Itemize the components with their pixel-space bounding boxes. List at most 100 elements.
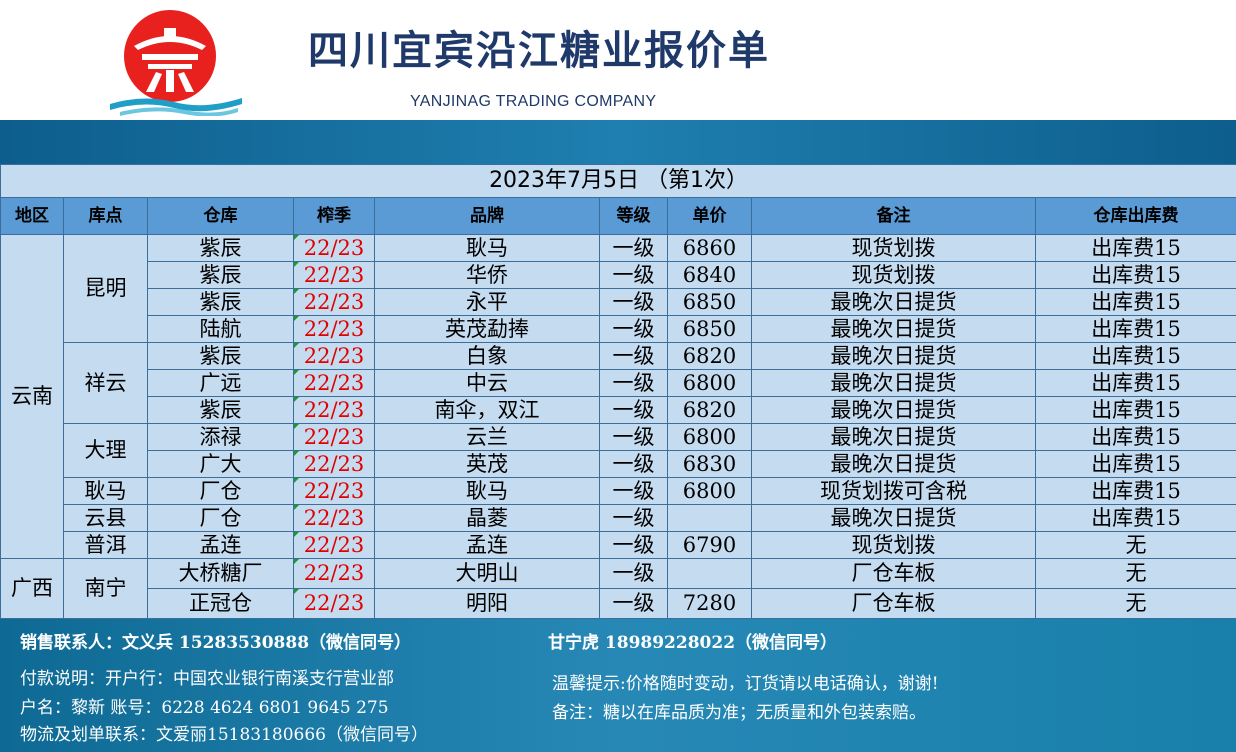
price-cell [667, 558, 752, 589]
season-cell: 22/23 [293, 234, 375, 262]
note-cell: 现货划拨可含税 [751, 477, 1036, 505]
grade-cell: 一级 [599, 342, 668, 370]
location-cell: 普洱 [63, 531, 148, 559]
col-header-brand: 品牌 [374, 197, 600, 235]
table-row: 大理 添禄 22/23 云兰 一级 6800 最晚次日提货 出库费15 [1, 423, 1236, 478]
season-cell: 22/23 [293, 396, 375, 424]
page-title: 四川宜宾沿江糖业报价单 [308, 28, 770, 74]
fee-cell: 无 [1034, 558, 1236, 589]
price-cell: 6840 [667, 261, 752, 289]
note-cell: 最晚次日提货 [751, 288, 1036, 316]
brand-cell: 英茂 [374, 450, 600, 478]
location-cell: 南宁 [63, 558, 148, 619]
fee-cell: 出库费15 [1034, 234, 1236, 262]
location-cell: 大理 [63, 423, 148, 478]
grade-cell: 一级 [599, 234, 668, 262]
grade-cell: 一级 [599, 477, 668, 505]
note-cell: 厂仓车板 [751, 588, 1036, 619]
season-cell: 22/23 [293, 450, 375, 478]
note-cell: 最晚次日提货 [751, 423, 1036, 451]
warehouse-cell: 正冠仓 [147, 588, 294, 619]
table-row: 普洱 孟连 22/23 孟连 一级 6790 现货划拨无 [1, 531, 1236, 559]
price-cell: 6800 [667, 369, 752, 397]
brand-cell: 英茂勐捧 [374, 315, 600, 343]
season-cell: 22/23 [293, 558, 375, 589]
price-cell [667, 504, 752, 532]
warehouse-cell: 广大 [147, 450, 294, 478]
fee-cell: 出库费15 [1034, 477, 1236, 505]
price-cell: 6850 [667, 288, 752, 316]
season-cell: 22/23 [293, 315, 375, 343]
brand-cell: 晶菱 [374, 504, 600, 532]
note-cell: 最晚次日提货 [751, 504, 1036, 532]
warehouse-cell: 厂仓 [147, 504, 294, 532]
logistics-contact: 物流及划单联系：文爱丽15183180666（微信同号） [20, 725, 428, 745]
grade-cell: 一级 [599, 315, 668, 343]
warehouse-cell: 紫辰 [147, 396, 294, 424]
price-cell: 6830 [667, 450, 752, 478]
col-header-note: 备注 [751, 197, 1036, 235]
col-header-warehouse: 仓库 [147, 197, 294, 235]
season-cell: 22/23 [293, 477, 375, 505]
location-cell: 昆明 [63, 234, 148, 343]
warehouse-cell: 大桥糖厂 [147, 558, 294, 589]
table-row: 陆航 22/23 英茂勐捧 一级 6850 最晚次日提货 出库费15 [1, 315, 1236, 343]
table-row: 广大 22/23 英茂 一级 6830 最晚次日提货 出库费15 [1, 450, 1236, 478]
warehouse-cell: 紫辰 [147, 261, 294, 289]
company-subtitle: YANJINAG TRADING COMPANY [410, 93, 657, 110]
warehouse-cell: 紫辰 [147, 288, 294, 316]
season-cell: 22/23 [293, 423, 375, 451]
quote-date: 2023年7月5日 （第1次） [0, 164, 1236, 198]
region-cell: 广西 [0, 558, 64, 619]
note-cell: 最晚次日提货 [751, 396, 1036, 424]
contact-footer: 销售联系人：文义兵 15283530888（微信同号） 甘宁虎 18989228… [0, 619, 1236, 752]
table-row: 紫辰 22/23 永平 一级 6850 最晚次日提货 出库费15 [1, 288, 1236, 316]
col-header-price: 单价 [667, 197, 752, 235]
fee-cell: 出库费15 [1034, 315, 1236, 343]
fee-cell: 出库费15 [1034, 423, 1236, 451]
fee-cell: 无 [1034, 531, 1236, 559]
fee-cell: 出库费15 [1034, 450, 1236, 478]
season-cell: 22/23 [293, 588, 375, 619]
price-tip: 温馨提示:价格随时变动，订货请以电话确认，谢谢! [552, 674, 939, 694]
warehouse-cell: 陆航 [147, 315, 294, 343]
fee-cell: 出库费15 [1034, 288, 1236, 316]
season-cell: 22/23 [293, 288, 375, 316]
sales-contact: 文义兵 15283530888（微信同号） [122, 633, 412, 653]
warehouse-cell: 孟连 [147, 531, 294, 559]
note-cell: 最晚次日提货 [751, 315, 1036, 343]
brand-cell: 耿马 [374, 234, 600, 262]
brand-cell: 中云 [374, 369, 600, 397]
brand-cell: 白象 [374, 342, 600, 370]
sales-label: 销售联系人： [20, 633, 122, 653]
fee-cell: 出库费15 [1034, 504, 1236, 532]
price-cell: 6790 [667, 531, 752, 559]
fee-cell: 出库费15 [1034, 396, 1236, 424]
col-header-location: 库点 [63, 197, 148, 235]
table-row: 祥云 紫辰 22/23 白象 一级 6820 最晚次日提货 出库费15 [1, 342, 1236, 424]
sales-contact-2: 甘宁虎 18989228022（微信同号） [548, 628, 837, 653]
grade-cell: 一级 [599, 504, 668, 532]
location-cell: 祥云 [63, 342, 148, 424]
col-header-grade: 等级 [599, 197, 668, 235]
fee-cell: 无 [1034, 588, 1236, 619]
location-cell: 耿马 [63, 477, 148, 505]
note-cell: 最晚次日提货 [751, 450, 1036, 478]
col-header-region: 地区 [0, 197, 64, 235]
brand-cell: 明阳 [374, 588, 600, 619]
season-cell: 22/23 [293, 342, 375, 370]
brand-cell: 华侨 [374, 261, 600, 289]
price-cell: 6850 [667, 315, 752, 343]
warehouse-cell: 紫辰 [147, 234, 294, 262]
price-quote-table: 2023年7月5日 （第1次） 地区 库点 仓库 榨季 品牌 等级 单价 备注 … [0, 164, 1236, 619]
grade-cell: 一级 [599, 396, 668, 424]
table-row: 正冠仓 22/23 明阳 一级 7280 厂仓车板无 [1, 588, 1236, 619]
sales-contact-2-text: 甘宁虎 18989228022（微信同号） [548, 633, 838, 653]
table-row: 广远 22/23 中云 一级 6800 最晚次日提货 出库费15 [1, 369, 1236, 397]
brand-cell: 耿马 [374, 477, 600, 505]
price-cell: 6820 [667, 396, 752, 424]
fee-cell: 出库费15 [1034, 261, 1236, 289]
brand-cell: 云兰 [374, 423, 600, 451]
brand-cell: 大明山 [374, 558, 600, 589]
season-cell: 22/23 [293, 261, 375, 289]
